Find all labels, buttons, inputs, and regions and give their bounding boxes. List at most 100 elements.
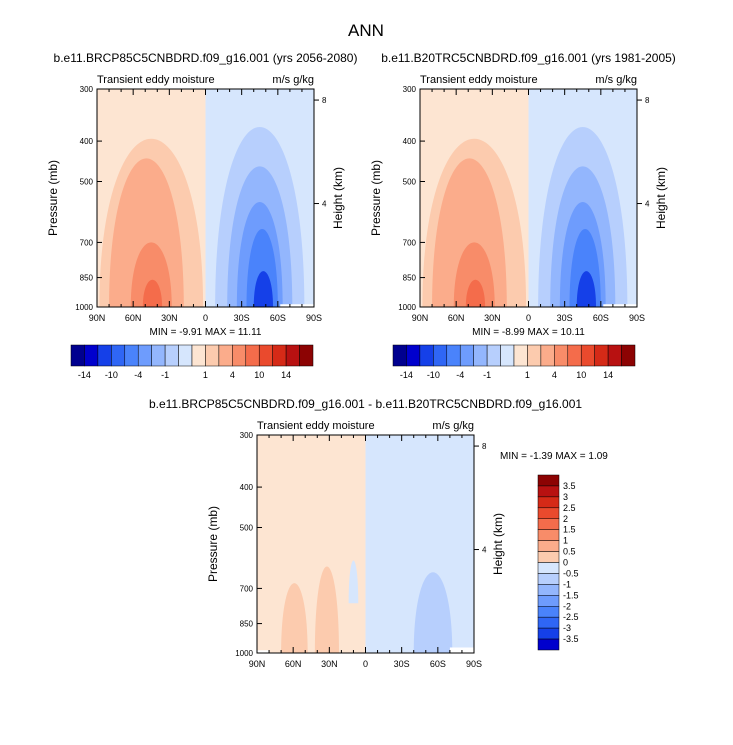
x-tick-label: 30S xyxy=(394,659,410,669)
colorbar-box xyxy=(537,507,560,519)
colorbar-label: 10 xyxy=(576,370,586,380)
colorbar-label: 3 xyxy=(563,492,568,502)
x-tick-label: 60N xyxy=(448,313,465,323)
left-string: Transient eddy moisture xyxy=(97,74,215,86)
colorbar-box xyxy=(621,344,636,367)
y-axis-label: Pressure (mb) xyxy=(369,160,383,236)
y-tick-label: 400 xyxy=(403,137,417,146)
max-value: 11.11 xyxy=(238,327,262,338)
colorbar-box xyxy=(580,344,595,367)
y-tick-label: 700 xyxy=(403,238,417,247)
y-right-axis-label: Height (km) xyxy=(654,167,668,229)
x-tick-label: 90N xyxy=(249,659,266,669)
colorbar-label: 2.5 xyxy=(563,503,576,513)
colorbar-label: 1.5 xyxy=(563,525,576,535)
page-title: ANN xyxy=(348,21,384,40)
colorbar-box xyxy=(137,344,152,367)
colorbar-box xyxy=(513,344,528,367)
x-tick-label: 60N xyxy=(125,313,142,323)
colorbar-box xyxy=(537,485,560,498)
colorbar-box xyxy=(540,344,555,367)
colorbar-box xyxy=(537,627,560,640)
colorbar-box xyxy=(124,344,139,367)
colorbar-label: -4 xyxy=(134,370,142,380)
field-pos-05-b xyxy=(314,566,339,653)
colorbar-label: -2.5 xyxy=(563,612,579,622)
colorbar-box xyxy=(205,344,220,367)
min-label: MIN = xyxy=(500,451,530,462)
x-tick-label: 90N xyxy=(89,313,106,323)
x-tick-label: 90S xyxy=(466,659,482,669)
colorbar-box xyxy=(446,344,461,367)
colorbar-box xyxy=(272,344,287,367)
colorbar-box xyxy=(285,344,300,367)
field-pos-10 xyxy=(142,279,163,307)
x-tick-label: 90S xyxy=(306,313,322,323)
colorbar-box xyxy=(151,344,166,367)
colorbar-label: -0.5 xyxy=(563,568,579,578)
colorbar-box xyxy=(245,344,260,367)
x-tick-label: 0 xyxy=(363,659,368,669)
colorbar-box xyxy=(500,344,515,367)
colorbar-box xyxy=(70,344,85,367)
colorbar-label: -4 xyxy=(456,370,464,380)
field-pos-05-a xyxy=(281,583,308,653)
colorbar-box xyxy=(537,551,560,563)
x-tick-label: 0 xyxy=(203,313,208,323)
colorbar-box xyxy=(537,496,560,509)
field-neg-14 xyxy=(253,271,274,307)
colorbar-box xyxy=(537,474,560,487)
colorbar-box xyxy=(258,344,273,367)
left-string: Transient eddy moisture xyxy=(420,74,538,86)
field-neg-14 xyxy=(576,271,597,307)
colorbar-label: -1 xyxy=(161,370,169,380)
colorbar-box xyxy=(537,518,560,530)
x-tick-label: 30N xyxy=(484,313,501,323)
y-tick-label: 300 xyxy=(80,85,94,94)
right-string: m/s g/kg xyxy=(432,420,474,432)
colorbar-box xyxy=(218,344,233,367)
max-value: 10.11 xyxy=(561,327,586,338)
y-axis-label: Pressure (mb) xyxy=(206,506,220,582)
max-label: MAX = xyxy=(205,327,238,338)
min-value: -8.99 xyxy=(502,327,525,338)
colorbar-box xyxy=(406,344,421,367)
y-axis-label: Pressure (mb) xyxy=(46,160,60,236)
field-pos-10 xyxy=(465,279,486,307)
colorbar-box xyxy=(537,616,560,629)
field-neg-05 xyxy=(413,572,453,653)
colorbar-box xyxy=(537,606,560,618)
colorbar-label: -1 xyxy=(483,370,491,380)
y-right-tick-label: 4 xyxy=(322,200,327,209)
y-tick-label: 700 xyxy=(240,584,254,593)
colorbar-box xyxy=(607,344,622,367)
y-tick-label: 500 xyxy=(240,523,254,532)
x-tick-label: 60S xyxy=(270,313,286,323)
colorbar-box xyxy=(527,344,542,367)
colorbar-box xyxy=(537,540,560,552)
colorbar-label: -10 xyxy=(105,370,118,380)
right-string: m/s g/kg xyxy=(272,74,314,86)
y-right-tick-label: 4 xyxy=(645,200,650,209)
min-max-annotation: MIN = -8.99 MAX = 10.11 xyxy=(472,327,585,338)
colorbar-box xyxy=(486,344,501,367)
colorbar-label: 4 xyxy=(552,370,557,380)
colorbar-box xyxy=(459,344,474,367)
colorbar-label: 0 xyxy=(563,558,568,568)
colorbar-box xyxy=(178,344,193,367)
min-max-annotation: MIN = -9.91 MAX = 11.11 xyxy=(150,327,262,338)
y-right-tick-label: 8 xyxy=(482,442,487,451)
surface-mask-north xyxy=(257,650,270,653)
colorbar-box xyxy=(111,344,126,367)
x-tick-label: 60S xyxy=(430,659,446,669)
y-tick-label: 500 xyxy=(80,177,94,186)
colorbar-box xyxy=(537,529,560,541)
x-tick-label: 60S xyxy=(593,313,609,323)
colorbar-box xyxy=(164,344,179,367)
colorbar-box xyxy=(392,344,407,367)
colorbar-label: 3.5 xyxy=(563,481,576,491)
min-max-annotation: MIN = -1.39 MAX = 1.09 xyxy=(500,451,608,462)
colorbar-box xyxy=(537,584,560,596)
colorbar-label: -3.5 xyxy=(563,634,579,644)
colorbar-label: 14 xyxy=(603,370,613,380)
